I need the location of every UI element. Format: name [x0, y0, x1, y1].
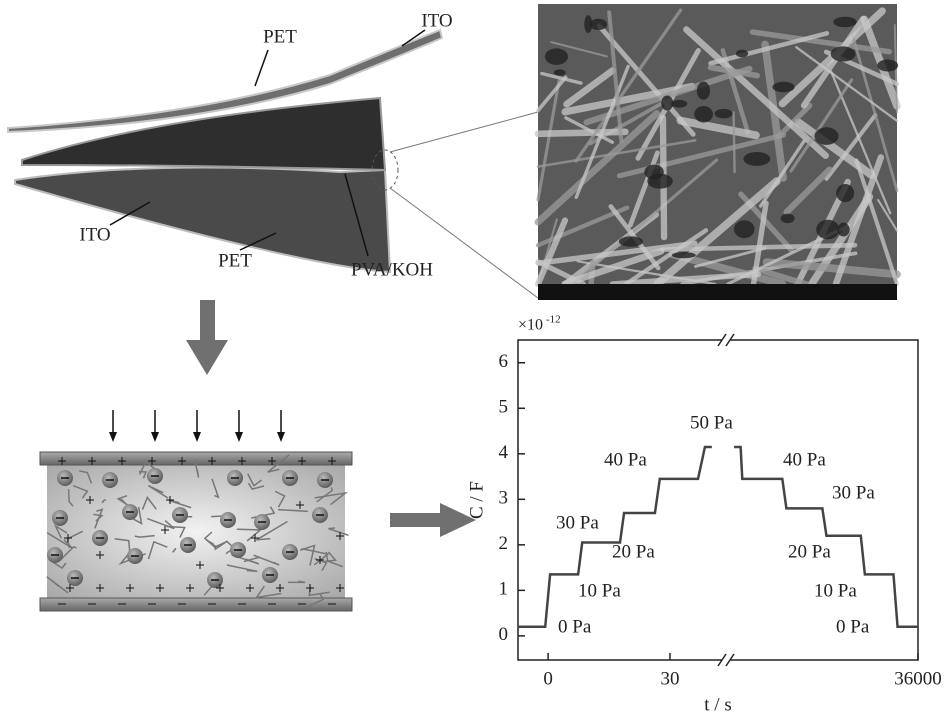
pore: [715, 109, 733, 118]
pore: [781, 214, 795, 224]
pore: [671, 100, 687, 108]
diagram-label: ITO: [421, 10, 452, 31]
pore: [877, 59, 898, 71]
pore: [619, 236, 643, 246]
force-arrow-head: [235, 432, 243, 442]
pore: [694, 106, 713, 123]
pore: [672, 252, 696, 258]
right-arrow: [390, 503, 476, 537]
y-tick-label: 1: [499, 579, 509, 600]
pressure-annotation: 0 Pa: [836, 616, 870, 637]
y-scale-exponent: -12: [546, 314, 561, 326]
pressure-annotation: 10 Pa: [814, 580, 857, 601]
x-axis-label: t / s: [704, 694, 731, 715]
y-tick-label: 0: [499, 624, 509, 645]
pressure-annotation: 40 Pa: [604, 449, 647, 470]
fiber: [734, 112, 735, 171]
pressure-annotation: 30 Pa: [556, 512, 599, 533]
fiber: [538, 132, 625, 134]
pressure-annotation: 20 Pa: [788, 541, 831, 562]
pressure-annotation: 20 Pa: [612, 541, 655, 562]
pore: [554, 69, 566, 75]
pressure-annotation: 30 Pa: [832, 482, 875, 503]
pore: [545, 48, 568, 65]
y-scale-base: ×10: [518, 317, 543, 334]
diagram-label: ITO: [79, 224, 110, 245]
pore: [736, 50, 748, 58]
pressure-annotation: 10 Pa: [578, 580, 621, 601]
x-tick-label: 0: [543, 668, 553, 689]
y-tick-label: 4: [499, 442, 509, 463]
force-arrow-head: [109, 432, 117, 442]
pore: [816, 220, 839, 240]
diagram-label: PET: [218, 250, 252, 271]
pressure-annotation: 50 Pa: [690, 412, 733, 433]
info-bar: [538, 284, 897, 300]
y-tick-label: 3: [499, 488, 509, 509]
diagram-label: PET: [263, 26, 297, 47]
chart: C / F t / s ×10 -12 0 1 2 3 4 5 6 0 30 36000 0 Pa 1…: [466, 314, 941, 716]
pore: [836, 184, 854, 202]
layer-diagram: PET ITO ITO PET PVA/KOH: [8, 10, 538, 298]
pore: [772, 82, 794, 93]
x-tick-label: 30: [660, 668, 679, 689]
figure: PET ITO ITO PET PVA/KOH C / F t / s ×10 …: [0, 0, 948, 722]
pressure-annotation: 0 Pa: [558, 616, 592, 637]
pressure-cell: [40, 410, 352, 611]
force-arrow-head: [277, 432, 285, 442]
y-tick-label: 6: [499, 351, 509, 372]
pore: [647, 174, 672, 189]
pore: [697, 82, 710, 100]
pore: [833, 17, 856, 27]
sem-image: [538, 4, 898, 300]
pore: [838, 223, 850, 237]
force-arrow-head: [151, 432, 159, 442]
pressure-annotation: 40 Pa: [783, 449, 826, 470]
y-tick-label: 2: [499, 533, 509, 554]
pore: [590, 19, 608, 30]
pore: [831, 46, 856, 61]
y-axis-label: C / F: [466, 481, 487, 519]
force-arrow-head: [193, 432, 201, 442]
pore: [743, 152, 770, 166]
diagram-label: PVA/KOH: [351, 259, 433, 280]
pore: [815, 127, 839, 145]
pore: [734, 220, 755, 238]
y-tick-label: 5: [499, 397, 509, 418]
down-arrow: [186, 300, 228, 375]
pore: [661, 96, 673, 111]
x-tick-label: 36000: [894, 668, 942, 689]
